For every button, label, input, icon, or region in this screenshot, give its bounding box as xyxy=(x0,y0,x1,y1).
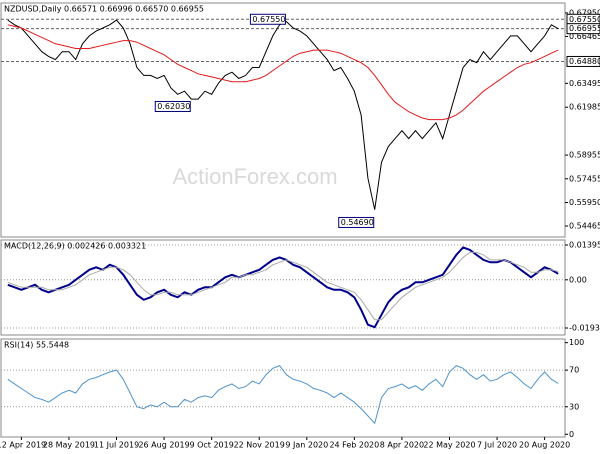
x-tick-label: 26 Aug 2019 xyxy=(138,441,189,450)
y-tick-label: 0.55950 xyxy=(569,198,600,207)
x-tick-label: 22 Nov 2019 xyxy=(234,441,285,450)
x-tick-label: 22 May 2020 xyxy=(423,441,475,450)
y-tick-label: 0.57455 xyxy=(569,174,600,183)
panel-frame xyxy=(0,239,566,336)
x-tick-label: 9 Jan 2020 xyxy=(285,441,328,450)
y-tick-label: 0 xyxy=(569,430,574,439)
panel-frame xyxy=(0,2,566,238)
panel-frame xyxy=(0,338,566,438)
y-tick-label: 70 xyxy=(569,366,579,375)
y-tick-label: 100 xyxy=(569,338,584,347)
annotation-label: 0.54690 xyxy=(341,218,374,227)
panel-title: RSI(14) 55.5448 xyxy=(4,341,69,350)
y-tick-label: -0.019325 xyxy=(569,324,600,333)
level-label: 0.64880 xyxy=(569,57,600,66)
level-label-box xyxy=(566,55,600,67)
y-tick-label: 30 xyxy=(569,402,579,411)
x-tick-label: 9 Oct 2019 xyxy=(189,441,233,450)
x-tick-label: 12 Apr 2019 xyxy=(0,441,46,450)
annotation-label: 0.62030 xyxy=(157,102,190,111)
series-line xyxy=(7,251,559,321)
annotation-box xyxy=(154,100,191,112)
x-tick-label: 24 Feb 2020 xyxy=(329,441,379,450)
series-line xyxy=(7,246,559,329)
x-tick-label: 8 Apr 2020 xyxy=(380,441,424,450)
level-label: 0.66955 xyxy=(569,24,600,33)
annotation-label: 0.67550 xyxy=(252,15,285,24)
series-line xyxy=(7,24,559,121)
level-label: 0.67550 xyxy=(569,15,600,24)
y-tick-label: 0.00 xyxy=(569,275,587,284)
annotation-box xyxy=(338,216,375,228)
y-tick-label: 0.67950 xyxy=(569,8,600,17)
series-line xyxy=(7,364,559,425)
annotation-box xyxy=(249,13,286,25)
level-label-box xyxy=(566,23,600,35)
y-tick-label: 0.013956 xyxy=(569,240,600,249)
x-tick-label: 20 Aug 2020 xyxy=(519,441,570,450)
x-tick-label: 11 Jul 2019 xyxy=(94,441,139,450)
panel-title: MACD(12,26,9) 0.002426 0.003321 xyxy=(4,242,146,251)
y-tick-label: 0.63495 xyxy=(569,79,600,88)
y-tick-label: 0.58955 xyxy=(569,151,600,160)
x-tick-label: 28 May 2019 xyxy=(43,441,95,450)
panel-title: NZDUSD,Daily 0.66571 0.66996 0.66570 0.6… xyxy=(4,5,204,14)
y-tick-label: 0.61985 xyxy=(569,103,600,112)
y-tick-label: 0.66465 xyxy=(569,32,600,41)
watermark: ActionForex.com xyxy=(172,164,337,189)
x-tick-label: 7 Jul 2020 xyxy=(477,441,517,450)
y-tick-label: 0.54465 xyxy=(569,222,600,231)
